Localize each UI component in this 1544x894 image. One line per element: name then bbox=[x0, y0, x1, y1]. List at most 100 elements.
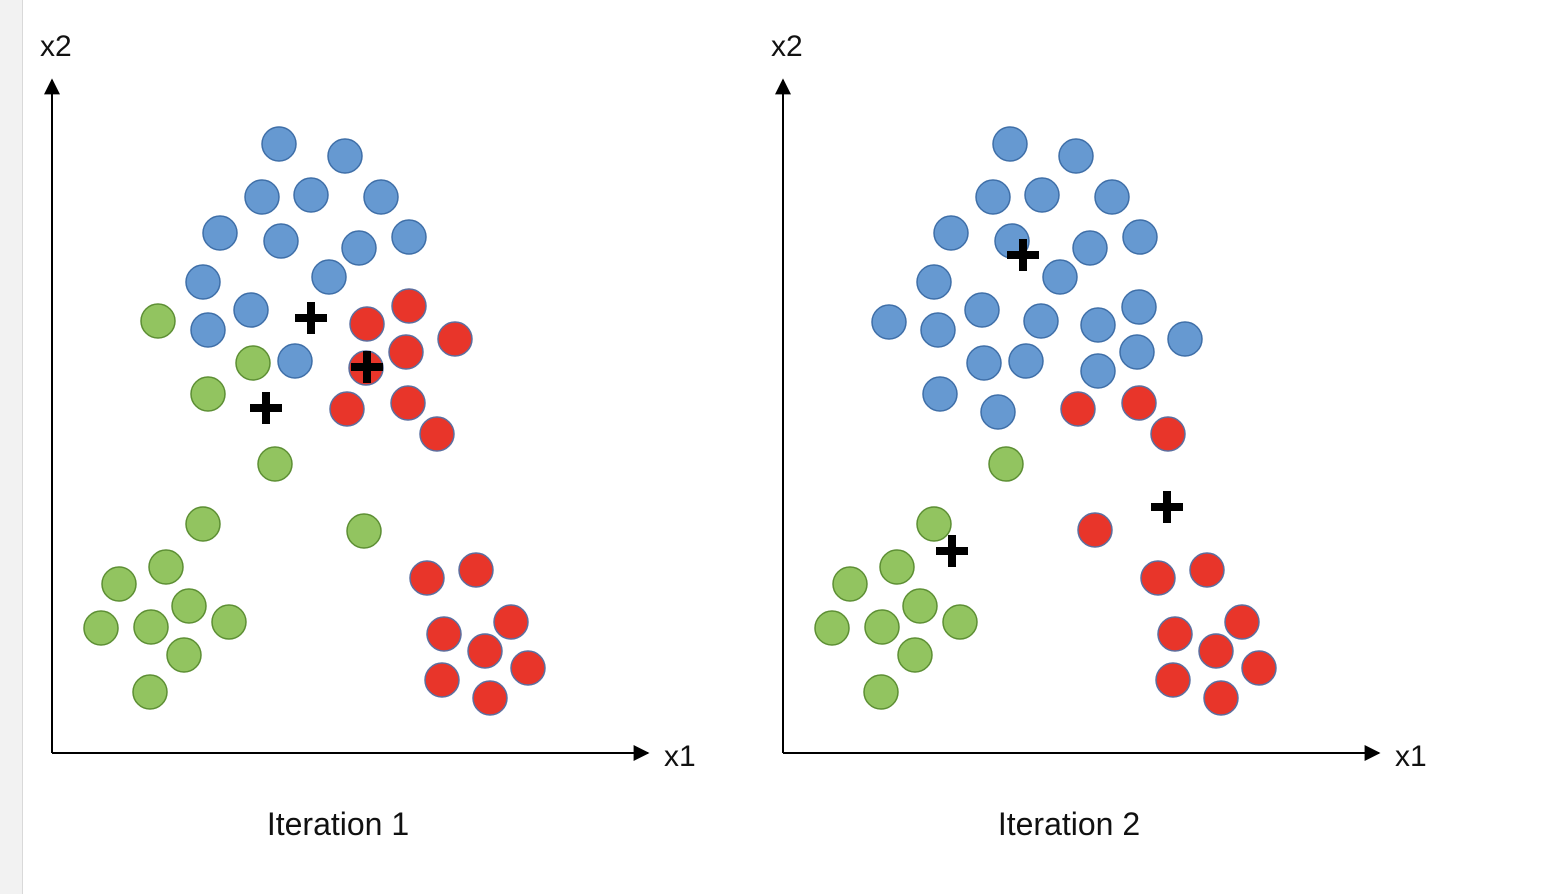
centroid-plus-icon bbox=[295, 302, 327, 334]
green-cluster-point bbox=[101, 566, 137, 602]
blue-cluster-point bbox=[190, 312, 226, 348]
blue-cluster-point bbox=[1080, 353, 1116, 389]
red-cluster-point bbox=[1121, 385, 1157, 421]
red-cluster-point bbox=[390, 385, 426, 421]
red-cluster-point bbox=[437, 321, 473, 357]
panel-1-points bbox=[83, 126, 546, 716]
green-cluster-point bbox=[190, 376, 226, 412]
panel-iteration-1: x2 x1 Iteration 1 bbox=[40, 30, 696, 842]
blue-cluster-point bbox=[1058, 138, 1094, 174]
green-cluster-point bbox=[133, 609, 169, 645]
centroid-plus-icon bbox=[250, 392, 282, 424]
red-cluster-point bbox=[329, 391, 365, 427]
blue-cluster-point bbox=[1167, 321, 1203, 357]
iteration-caption: Iteration 1 bbox=[267, 806, 409, 842]
red-cluster-point bbox=[419, 416, 455, 452]
y-axis-label: x2 bbox=[40, 30, 72, 63]
blue-cluster-point bbox=[263, 223, 299, 259]
red-cluster-point bbox=[493, 604, 529, 640]
red-cluster-point bbox=[1140, 560, 1176, 596]
green-cluster-point bbox=[346, 513, 382, 549]
green-cluster-point bbox=[814, 610, 850, 646]
green-cluster-point bbox=[132, 674, 168, 710]
blue-cluster-point bbox=[341, 230, 377, 266]
green-cluster-point bbox=[140, 303, 176, 339]
window-left-gutter bbox=[0, 0, 23, 894]
blue-cluster-point bbox=[277, 343, 313, 379]
x-axis-label: x1 bbox=[664, 740, 696, 773]
blue-cluster-point bbox=[233, 292, 269, 328]
green-cluster-point bbox=[832, 566, 868, 602]
blue-cluster-point bbox=[1094, 179, 1130, 215]
blue-cluster-point bbox=[244, 179, 280, 215]
blue-cluster-point bbox=[916, 264, 952, 300]
blue-cluster-point bbox=[391, 219, 427, 255]
red-cluster-point bbox=[1224, 604, 1260, 640]
red-cluster-point bbox=[1150, 416, 1186, 452]
blue-cluster-point bbox=[311, 259, 347, 295]
red-cluster-point bbox=[1157, 616, 1193, 652]
blue-cluster-point bbox=[1072, 230, 1108, 266]
blue-cluster-point bbox=[964, 292, 1000, 328]
blue-cluster-point bbox=[992, 126, 1028, 162]
green-cluster-point bbox=[171, 588, 207, 624]
red-cluster-point bbox=[1077, 512, 1113, 548]
panel-2-centroids bbox=[936, 239, 1183, 567]
green-cluster-point bbox=[942, 604, 978, 640]
red-cluster-point bbox=[409, 560, 445, 596]
red-cluster-point bbox=[1241, 650, 1277, 686]
red-cluster-point bbox=[1060, 391, 1096, 427]
y-axis-label: x2 bbox=[771, 30, 803, 63]
green-cluster-point bbox=[185, 506, 221, 542]
red-cluster-point bbox=[510, 650, 546, 686]
red-cluster-point bbox=[388, 334, 424, 370]
blue-cluster-point bbox=[1121, 289, 1157, 325]
centroid-plus-icon bbox=[351, 351, 383, 383]
red-cluster-point bbox=[391, 288, 427, 324]
blue-cluster-point bbox=[1024, 177, 1060, 213]
green-cluster-point bbox=[988, 446, 1024, 482]
blue-cluster-point bbox=[933, 215, 969, 251]
centroid-plus-icon bbox=[1007, 239, 1039, 271]
blue-cluster-point bbox=[980, 394, 1016, 430]
blue-cluster-point bbox=[185, 264, 221, 300]
blue-cluster-point bbox=[202, 215, 238, 251]
panel-2-points bbox=[814, 126, 1277, 716]
red-cluster-point bbox=[426, 616, 462, 652]
red-cluster-point bbox=[458, 552, 494, 588]
green-cluster-point bbox=[902, 588, 938, 624]
blue-cluster-point bbox=[920, 312, 956, 348]
red-cluster-point bbox=[1198, 633, 1234, 669]
panel-1-centroids bbox=[250, 302, 383, 424]
iteration-caption: Iteration 2 bbox=[998, 806, 1140, 842]
red-cluster-point bbox=[424, 662, 460, 698]
blue-cluster-point bbox=[922, 376, 958, 412]
blue-cluster-point bbox=[293, 177, 329, 213]
blue-cluster-point bbox=[1122, 219, 1158, 255]
blue-cluster-point bbox=[871, 304, 907, 340]
green-cluster-point bbox=[211, 604, 247, 640]
green-cluster-point bbox=[897, 637, 933, 673]
centroid-plus-icon bbox=[1151, 491, 1183, 523]
blue-cluster-point bbox=[1080, 307, 1116, 343]
blue-cluster-point bbox=[1008, 343, 1044, 379]
green-cluster-point bbox=[148, 549, 184, 585]
blue-cluster-point bbox=[327, 138, 363, 174]
red-cluster-point bbox=[349, 306, 385, 342]
green-cluster-point bbox=[879, 549, 915, 585]
blue-cluster-point bbox=[261, 126, 297, 162]
red-cluster-point bbox=[467, 633, 503, 669]
blue-cluster-point bbox=[975, 179, 1011, 215]
green-cluster-point bbox=[83, 610, 119, 646]
blue-cluster-point bbox=[1042, 259, 1078, 295]
blue-cluster-point bbox=[1023, 303, 1059, 339]
green-cluster-point bbox=[235, 345, 271, 381]
green-cluster-point bbox=[864, 609, 900, 645]
centroid-plus-icon bbox=[936, 535, 968, 567]
red-cluster-point bbox=[1203, 680, 1239, 716]
green-cluster-point bbox=[166, 637, 202, 673]
blue-cluster-point bbox=[1119, 334, 1155, 370]
red-cluster-point bbox=[1189, 552, 1225, 588]
panel-iteration-2: x2 x1 Iteration 2 bbox=[771, 30, 1427, 842]
